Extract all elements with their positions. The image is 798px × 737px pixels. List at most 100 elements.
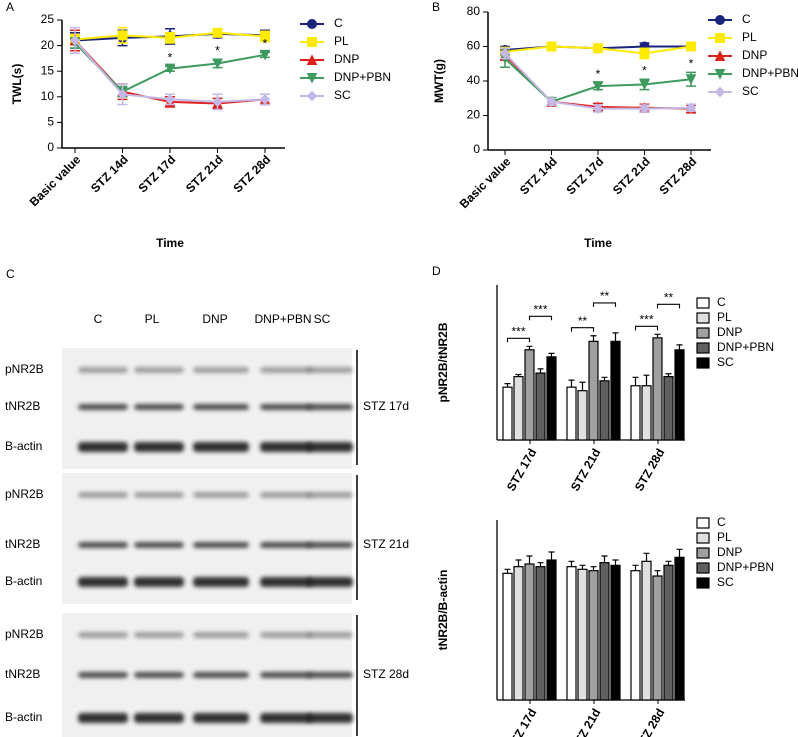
band [307, 577, 353, 587]
lane-label: DNP [202, 312, 227, 326]
marker [593, 43, 603, 54]
x-tick-label: STZ 28d [656, 154, 699, 197]
band [307, 713, 353, 723]
x-tick-label: STZ 17d [504, 706, 539, 737]
bar [641, 560, 652, 701]
bar [513, 375, 524, 441]
x-tick-label: STZ 21d [183, 152, 226, 195]
band [78, 442, 128, 452]
y-tick-label: 10 [41, 89, 55, 103]
band [260, 404, 312, 410]
band [193, 577, 249, 587]
band [193, 713, 249, 723]
band [260, 577, 312, 587]
bar [588, 340, 599, 441]
error-bar [568, 560, 575, 567]
marker [259, 94, 271, 105]
bar [546, 559, 557, 701]
x-tick-label: STZ 17d [135, 152, 178, 195]
band [193, 632, 249, 638]
marker [212, 96, 223, 108]
legend-label: C [717, 515, 726, 529]
row-label: pNR2B [5, 627, 44, 641]
bar [524, 349, 535, 441]
significance: * [642, 63, 647, 77]
band [134, 367, 184, 373]
bar [513, 566, 524, 701]
error-bar [654, 570, 661, 576]
y-axis-label: TWL(s) [10, 64, 24, 105]
legend-label: DNP+PBN [717, 340, 774, 354]
bar [610, 340, 621, 441]
bar [535, 372, 546, 441]
significance: * [689, 57, 694, 71]
band [78, 672, 128, 678]
legend-label: SC [717, 575, 734, 589]
x-tick-label: STZ 28d [230, 152, 273, 195]
marker [714, 86, 726, 98]
band [260, 632, 312, 638]
row-label: pNR2B [5, 487, 44, 501]
marker [306, 73, 318, 84]
error-bar [665, 560, 672, 566]
error-bar [568, 379, 575, 388]
x-tick-label: STZ 17d [563, 154, 606, 197]
x-tick-label: STZ 17d [504, 446, 539, 493]
bar [674, 349, 685, 441]
band [307, 672, 353, 678]
bar [610, 564, 621, 701]
legend-label: SC [717, 355, 734, 369]
bracket-label: ** [664, 290, 674, 304]
y-tick-label: 25 [41, 12, 55, 26]
band [193, 404, 249, 410]
marker [306, 54, 318, 65]
panel-label: D [432, 264, 441, 278]
row-label: tNR2B [5, 537, 40, 551]
lane-label: C [94, 312, 103, 326]
x-tick-label: STZ 28d [632, 446, 667, 493]
marker [212, 27, 223, 38]
bar [524, 563, 535, 701]
error-bar [579, 381, 586, 391]
bracket-label: *** [639, 312, 653, 326]
marker [259, 49, 271, 61]
lane-label: PL [145, 312, 160, 326]
legend-swatch [696, 517, 710, 529]
bar [502, 572, 513, 701]
legend-label: PL [717, 310, 732, 324]
band [307, 542, 353, 548]
marker [117, 30, 128, 41]
marker [686, 41, 696, 52]
legend-label: C [742, 12, 751, 26]
error-bar [590, 335, 597, 342]
legend-swatch [696, 357, 710, 369]
band [307, 442, 353, 452]
marker [307, 37, 317, 47]
band [307, 367, 353, 373]
row-label: B-actin [5, 710, 42, 724]
legend-label: DNP+PBN [334, 70, 391, 84]
marker [714, 69, 726, 80]
band [193, 542, 249, 548]
error-bar [504, 568, 511, 574]
row-label: B-actin [5, 574, 42, 588]
legend-swatch [696, 577, 710, 589]
marker [592, 103, 604, 114]
band [134, 492, 184, 498]
significance: * [215, 44, 220, 58]
bar [566, 386, 577, 441]
x-tick-label: STZ 28d [632, 706, 667, 737]
marker [260, 31, 270, 42]
x-tick-label: STZ 14d [517, 154, 560, 197]
marker [307, 19, 317, 29]
marker [592, 81, 604, 92]
panel-label: C [6, 267, 15, 281]
marker [714, 50, 726, 61]
error-bar [548, 551, 555, 560]
error-bar [612, 559, 619, 566]
x-axis-label: Time [584, 236, 612, 250]
y-axis-label: MWT(g) [432, 59, 446, 103]
band [260, 367, 312, 373]
band [260, 672, 312, 678]
band [307, 404, 353, 410]
